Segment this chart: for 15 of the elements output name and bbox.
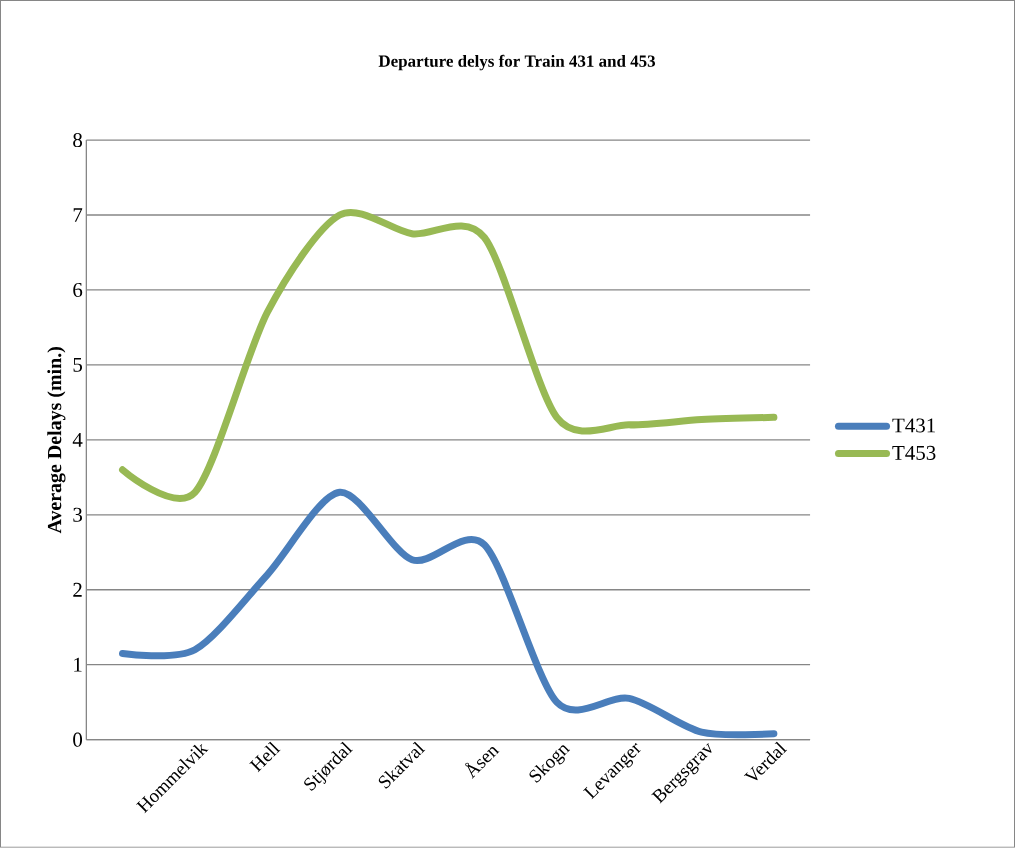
chart-title: Departure delys for Train 431 and 453 bbox=[378, 54, 656, 71]
y-axis-title: Average Delays (min.) bbox=[47, 347, 66, 534]
y-tick-label: 0 bbox=[73, 732, 83, 747]
y-tick-label: 1 bbox=[74, 657, 82, 672]
x-tick-label: Hell bbox=[249, 741, 281, 773]
y-tick-label: 3 bbox=[73, 507, 82, 522]
y-tick-label: 7 bbox=[73, 208, 83, 222]
y-tick-label: 4 bbox=[72, 433, 83, 447]
legend-label: T453 bbox=[892, 445, 936, 460]
x-tick-label: Åsen bbox=[465, 746, 500, 779]
y-tick-label: 6 bbox=[73, 282, 83, 298]
y-tick-label: 2 bbox=[73, 582, 82, 597]
y-tick-label: 5 bbox=[73, 358, 82, 372]
y-tick-label: 8 bbox=[73, 133, 83, 148]
legend-label: T431 bbox=[892, 418, 935, 433]
